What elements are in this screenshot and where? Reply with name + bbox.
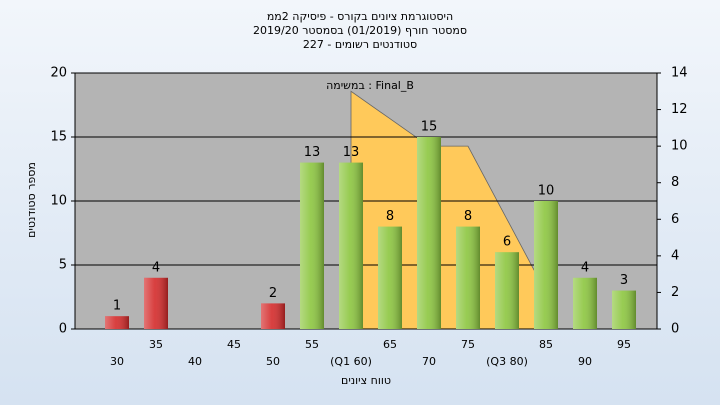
y-tick-label: 15	[50, 130, 67, 145]
x-tick-label: (Q3 80)	[486, 355, 528, 368]
x-tick-label: 35	[149, 338, 163, 351]
x-tick-label: 45	[227, 338, 241, 351]
data-label: 13	[304, 145, 321, 160]
bar-shade	[573, 277, 597, 329]
y-tick-label: 20	[50, 66, 67, 81]
data-label: 3	[620, 273, 628, 288]
bar-shade	[144, 277, 168, 329]
data-label: 2	[269, 286, 277, 301]
bar-shade	[378, 226, 402, 329]
bar-shade	[417, 137, 441, 329]
y2-tick-label: 0	[671, 322, 679, 337]
bar-shade	[534, 201, 558, 329]
data-label: 8	[386, 209, 394, 224]
bar-shade	[612, 290, 636, 329]
bar-shade	[456, 226, 480, 329]
x-tick-label: 90	[578, 355, 592, 368]
bar-shade	[495, 252, 519, 329]
data-label: 1	[113, 299, 121, 314]
data-label: 6	[503, 235, 511, 250]
chart-title: היסטוגרמת ציונים בקורס - פיסיקה 2ממ	[267, 10, 453, 23]
y-axis-label: מספר סטודנטים	[25, 162, 38, 238]
x-tick-label: 65	[383, 338, 397, 351]
bar-shade	[105, 316, 129, 329]
x-tick-label: 50	[266, 355, 280, 368]
y2-tick-label: 8	[671, 175, 679, 190]
x-tick-label: 75	[461, 338, 475, 351]
x-tick-label: 55	[305, 338, 319, 351]
x-tick-label: 85	[539, 338, 553, 351]
chart-subtitle: סטודנטים רשומים - 227	[303, 38, 417, 51]
data-label: 15	[421, 120, 438, 135]
data-label: 4	[581, 260, 589, 275]
data-label: 8	[464, 209, 472, 224]
x-tick-label: (Q1 60)	[330, 355, 372, 368]
data-label: 13	[343, 145, 360, 160]
x-axis-label: טווח ציונים	[341, 374, 391, 387]
legend-label: במשימה : Final_B	[326, 79, 414, 92]
data-label: 4	[152, 260, 160, 275]
y2-tick-label: 12	[671, 102, 688, 117]
y2-tick-label: 4	[671, 248, 679, 263]
y2-tick-label: 6	[671, 212, 679, 227]
y2-tick-label: 2	[671, 285, 679, 300]
bar-shade	[300, 162, 324, 329]
bar-shade	[339, 162, 363, 329]
bar-shade	[261, 303, 285, 329]
chart-subtitle: 2019/20 סמסטר חורף (01/2019) בסמסטר	[253, 24, 467, 37]
y-tick-label: 0	[59, 322, 67, 337]
y-tick-label: 10	[50, 194, 67, 209]
x-tick-label: 95	[617, 338, 631, 351]
data-label: 10	[538, 184, 555, 199]
x-tick-label: 30	[110, 355, 124, 368]
y2-tick-label: 14	[671, 66, 688, 81]
x-tick-label: 40	[188, 355, 202, 368]
y-tick-label: 5	[59, 258, 67, 273]
x-tick-label: 70	[422, 355, 436, 368]
y2-tick-label: 10	[671, 139, 688, 154]
